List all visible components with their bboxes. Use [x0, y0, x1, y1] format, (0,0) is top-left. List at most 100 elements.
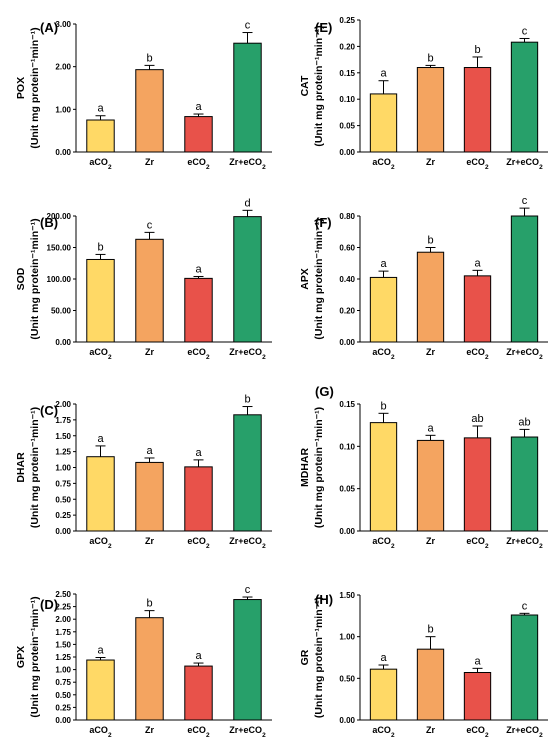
bar-2 [135, 238, 164, 343]
y-axis-title: MDHAR [299, 448, 311, 487]
significance-letter: a [195, 447, 202, 459]
bar-2 [135, 461, 164, 532]
y-tick-label: 0.05 [339, 485, 355, 494]
y-tick-label: 0.80 [339, 212, 355, 221]
category-label: aCO2 [372, 725, 395, 739]
y-axis-unit: (Unit mg protein⁻¹min⁻¹) [313, 597, 325, 718]
category-label: eCO2 [466, 725, 489, 739]
category-label: Zr [145, 157, 154, 167]
significance-letter: d [244, 197, 250, 209]
y-axis-unit: (Unit mg protein⁻¹min⁻¹) [313, 25, 325, 146]
panel-h: (H) GR (Unit mg protein⁻¹min⁻¹) 0.00 0.50 1.0… [299, 591, 548, 739]
panel-label: (G) [315, 384, 334, 399]
y-tick-label: 2.00 [55, 63, 71, 72]
y-tick-label: 1.50 [55, 640, 71, 649]
y-tick-label: 0.40 [339, 275, 355, 284]
y-tick-label: 0.15 [339, 69, 355, 78]
bar-3 [184, 665, 213, 721]
y-tick-label: 150.00 [47, 244, 72, 253]
bar-4 [233, 599, 262, 721]
y-tick-label: 0.00 [55, 527, 71, 536]
significance-letter: a [195, 263, 202, 275]
significance-letter: a [97, 433, 104, 445]
significance-letter: a [474, 655, 481, 667]
bar-3 [463, 437, 492, 532]
category-label: Zr+eCO2 [229, 725, 266, 739]
significance-letter: a [195, 101, 202, 113]
y-tick-label: 0.60 [339, 244, 355, 253]
bar-4 [510, 614, 539, 721]
bar-3 [184, 116, 213, 153]
significance-letter: a [427, 422, 434, 434]
panel-a: (A) POX (Unit mg protein⁻¹min⁻¹) 0.00 1.00 2.… [15, 20, 272, 171]
bar-1 [369, 422, 398, 532]
y-tick-label: 0.75 [55, 678, 71, 687]
significance-letter: c [522, 600, 528, 612]
panel-f: (F) APX (Unit mg protein⁻¹min⁻¹) 0.00 0.20 0.… [299, 195, 548, 361]
panel-b: (B) SOD (Unit mg protein⁻¹min⁻¹) 0.00 50.00 1… [15, 197, 272, 361]
significance-letter: ab [471, 413, 483, 425]
category-label: Zr+eCO2 [229, 347, 266, 361]
category-label: aCO2 [372, 536, 395, 550]
y-tick-label: 3.00 [55, 20, 71, 29]
category-label: aCO2 [372, 157, 395, 171]
category-label: eCO2 [466, 347, 489, 361]
y-tick-label: 0.20 [339, 307, 355, 316]
category-label: eCO2 [187, 157, 210, 171]
significance-letter: c [522, 25, 528, 37]
category-label: Zr+eCO2 [506, 157, 543, 171]
category-label: Zr [426, 725, 435, 735]
category-label: eCO2 [466, 536, 489, 550]
significance-letter: c [147, 219, 153, 231]
category-label: eCO2 [187, 347, 210, 361]
significance-letter: ab [518, 416, 530, 428]
significance-letter: a [195, 650, 202, 662]
y-tick-label: 0.15 [339, 400, 355, 409]
bar-4 [510, 215, 539, 343]
y-tick-label: 0.10 [339, 95, 355, 104]
y-tick-label: 0.00 [55, 716, 71, 725]
panel-label: (F) [315, 215, 332, 230]
y-axis-unit: (Unit mg protein⁻¹min⁻¹) [29, 596, 41, 717]
y-tick-label: 0.50 [339, 674, 355, 683]
significance-letter: b [380, 400, 386, 412]
y-tick-label: 0.25 [339, 16, 355, 25]
y-tick-label: 0.00 [55, 338, 71, 347]
y-axis-unit: (Unit mg protein⁻¹min⁻¹) [29, 407, 41, 528]
bar-4 [233, 414, 262, 532]
category-label: Zr+eCO2 [229, 157, 266, 171]
category-label: eCO2 [187, 725, 210, 739]
category-label: Zr [145, 347, 154, 357]
y-axis-unit: (Unit mg protein⁻¹min⁻¹) [313, 218, 325, 339]
significance-letter: c [522, 195, 528, 207]
significance-letter: b [146, 598, 152, 610]
y-tick-label: 2.50 [55, 590, 71, 599]
bar-4 [233, 42, 262, 153]
significance-letter: c [245, 20, 251, 32]
category-label: aCO2 [372, 347, 395, 361]
significance-letter: b [146, 52, 152, 64]
y-tick-label: 0.75 [55, 479, 71, 488]
y-axis-unit: (Unit mg protein⁻¹min⁻¹) [29, 218, 41, 339]
y-axis-title: SOD [15, 267, 27, 290]
bar-2 [135, 69, 164, 153]
category-label: Zr+eCO2 [229, 536, 266, 550]
y-tick-label: 0.10 [339, 442, 355, 451]
y-tick-label: 200.00 [47, 212, 72, 221]
significance-letter: b [427, 624, 433, 636]
y-tick-label: 2.00 [55, 400, 71, 409]
significance-letter: a [380, 258, 387, 270]
y-tick-label: 1.75 [55, 416, 71, 425]
bar-3 [184, 277, 213, 343]
category-label: aCO2 [89, 157, 112, 171]
y-tick-label: 1.00 [55, 464, 71, 473]
significance-letter: a [97, 103, 104, 115]
panel-label: (H) [315, 592, 333, 607]
panel-e: (E) CAT (Unit mg protein⁻¹min⁻¹) 0.00 0.05 0.… [299, 16, 548, 171]
y-tick-label: 0.50 [55, 495, 71, 504]
category-label: aCO2 [89, 536, 112, 550]
y-tick-label: 1.00 [55, 105, 71, 114]
bar-1 [369, 668, 398, 721]
y-tick-label: 1.00 [339, 633, 355, 642]
